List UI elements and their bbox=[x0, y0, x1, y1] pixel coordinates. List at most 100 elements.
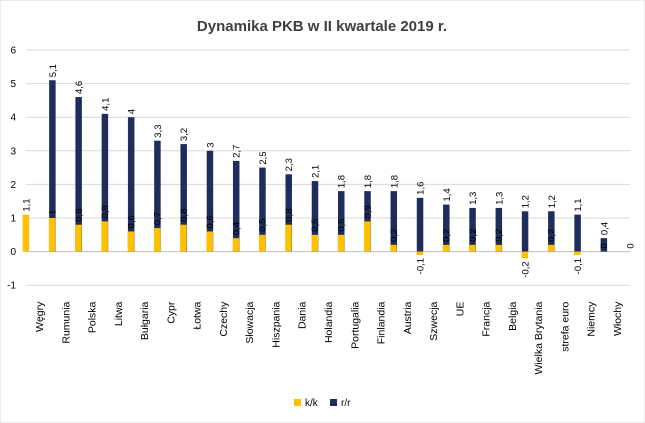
data-label: 0,2 bbox=[494, 229, 505, 242]
bar-kk bbox=[180, 224, 187, 252]
bar-rr bbox=[127, 117, 135, 252]
bar-kk bbox=[258, 234, 266, 252]
data-label: 1,8 bbox=[389, 175, 400, 188]
data-label: 0,2 bbox=[389, 229, 400, 242]
category-label: Włochy bbox=[612, 301, 624, 336]
category-label: Holandia bbox=[323, 301, 335, 343]
data-label: 0,4 bbox=[231, 222, 242, 235]
bar-rr bbox=[364, 191, 371, 252]
bar-kk bbox=[364, 221, 371, 252]
data-label: 1,8 bbox=[363, 175, 374, 188]
bar-kk bbox=[75, 224, 82, 252]
y-tick-label: 3 bbox=[10, 146, 16, 157]
category-label: Czechy bbox=[218, 301, 230, 337]
data-label: 1 bbox=[48, 210, 59, 215]
data-label: 3 bbox=[205, 143, 216, 148]
data-label: 0 bbox=[599, 243, 610, 248]
data-label: 4,1 bbox=[100, 98, 111, 111]
data-label: 0,2 bbox=[468, 229, 479, 242]
data-label: 0,8 bbox=[179, 209, 190, 222]
bar-kk bbox=[547, 244, 555, 252]
bar-kk bbox=[206, 231, 213, 252]
chart-title: Dynamika PKB w II kwartale 2019 r. bbox=[197, 18, 447, 35]
data-label: 5,1 bbox=[48, 64, 59, 77]
data-label: 2,1 bbox=[310, 165, 321, 178]
y-tick-label: 0 bbox=[10, 247, 16, 258]
category-label: Wielka Brytania bbox=[533, 301, 545, 374]
bar-rr bbox=[416, 197, 424, 252]
data-label: 1,3 bbox=[468, 192, 479, 205]
bar-rr bbox=[101, 113, 109, 252]
bar-rr bbox=[232, 160, 240, 252]
legend-swatch-rr bbox=[330, 399, 337, 406]
y-tick-label: 4 bbox=[10, 113, 16, 124]
category-label: Łotwa bbox=[192, 301, 204, 329]
bars bbox=[22, 80, 608, 259]
bar-rr bbox=[469, 207, 476, 252]
category-label: Francja bbox=[481, 301, 493, 336]
bar-kk bbox=[22, 214, 30, 252]
bar-kk bbox=[495, 244, 502, 252]
category-label: Austria bbox=[402, 301, 414, 334]
bar-kk bbox=[416, 251, 424, 255]
bar-rr bbox=[75, 97, 82, 252]
data-label: -0,1 bbox=[415, 258, 426, 274]
data-label: 2,5 bbox=[258, 151, 269, 164]
data-label: 0,9 bbox=[363, 205, 374, 218]
legend: k/k r/r bbox=[294, 398, 351, 409]
bar-kk bbox=[232, 238, 240, 252]
data-label: 4,6 bbox=[74, 81, 85, 94]
data-label: 1,3 bbox=[494, 192, 505, 205]
data-label: 3,3 bbox=[153, 125, 164, 138]
bar-rr bbox=[311, 181, 319, 252]
data-label: 0,7 bbox=[153, 212, 164, 225]
data-label: 0,5 bbox=[337, 219, 348, 232]
data-label: 0,6 bbox=[126, 215, 137, 228]
bar-kk bbox=[153, 228, 161, 252]
data-label: -0,1 bbox=[573, 258, 584, 274]
y-tick-label: 5 bbox=[10, 79, 16, 90]
category-label: Szwecja bbox=[428, 301, 440, 340]
legend-label: k/k bbox=[305, 398, 319, 409]
category-label: Niemcy bbox=[586, 301, 598, 337]
bar-rr bbox=[285, 174, 292, 252]
bar-rr bbox=[180, 144, 187, 252]
bar-kk bbox=[285, 224, 292, 252]
category-label: Bułgaria bbox=[139, 301, 151, 340]
category-label: Słowacja bbox=[244, 301, 256, 343]
bar-kk bbox=[127, 231, 135, 252]
y-tick-label: -1 bbox=[7, 281, 16, 292]
bar-rr bbox=[259, 167, 266, 252]
data-label: 0,6 bbox=[205, 215, 216, 228]
bar-rr bbox=[548, 211, 555, 252]
legend-label: r/r bbox=[341, 398, 351, 409]
category-label: Cypr bbox=[165, 301, 177, 324]
y-tick-label: 1 bbox=[10, 214, 16, 225]
category-label: Belgia bbox=[507, 301, 519, 330]
data-label: 3,2 bbox=[179, 128, 190, 141]
bar-kk bbox=[469, 244, 476, 252]
data-label: 0,5 bbox=[310, 219, 321, 232]
bar-kk bbox=[390, 244, 397, 252]
bar-kk bbox=[48, 218, 56, 252]
category-label: Dania bbox=[297, 301, 309, 329]
bar-kk bbox=[101, 221, 108, 252]
bar-rr bbox=[574, 214, 581, 252]
data-label: 0 bbox=[626, 243, 637, 248]
data-label: 0,4 bbox=[599, 222, 610, 235]
bar-rr bbox=[338, 191, 345, 252]
category-label: strefa euro bbox=[559, 301, 571, 351]
bar-rr bbox=[495, 207, 503, 252]
category-label: Polska bbox=[87, 301, 99, 333]
bar-kk bbox=[337, 234, 345, 252]
bar-kk bbox=[574, 251, 581, 255]
data-label: 1,1 bbox=[573, 198, 584, 211]
data-label: 0,9 bbox=[100, 205, 111, 218]
bar-rr bbox=[154, 140, 161, 252]
category-label: Finlandia bbox=[376, 301, 388, 344]
category-label: Węgry bbox=[34, 301, 46, 332]
category-label: UE bbox=[454, 302, 466, 317]
gridlines bbox=[26, 49, 630, 286]
data-label: 1,2 bbox=[547, 195, 558, 208]
